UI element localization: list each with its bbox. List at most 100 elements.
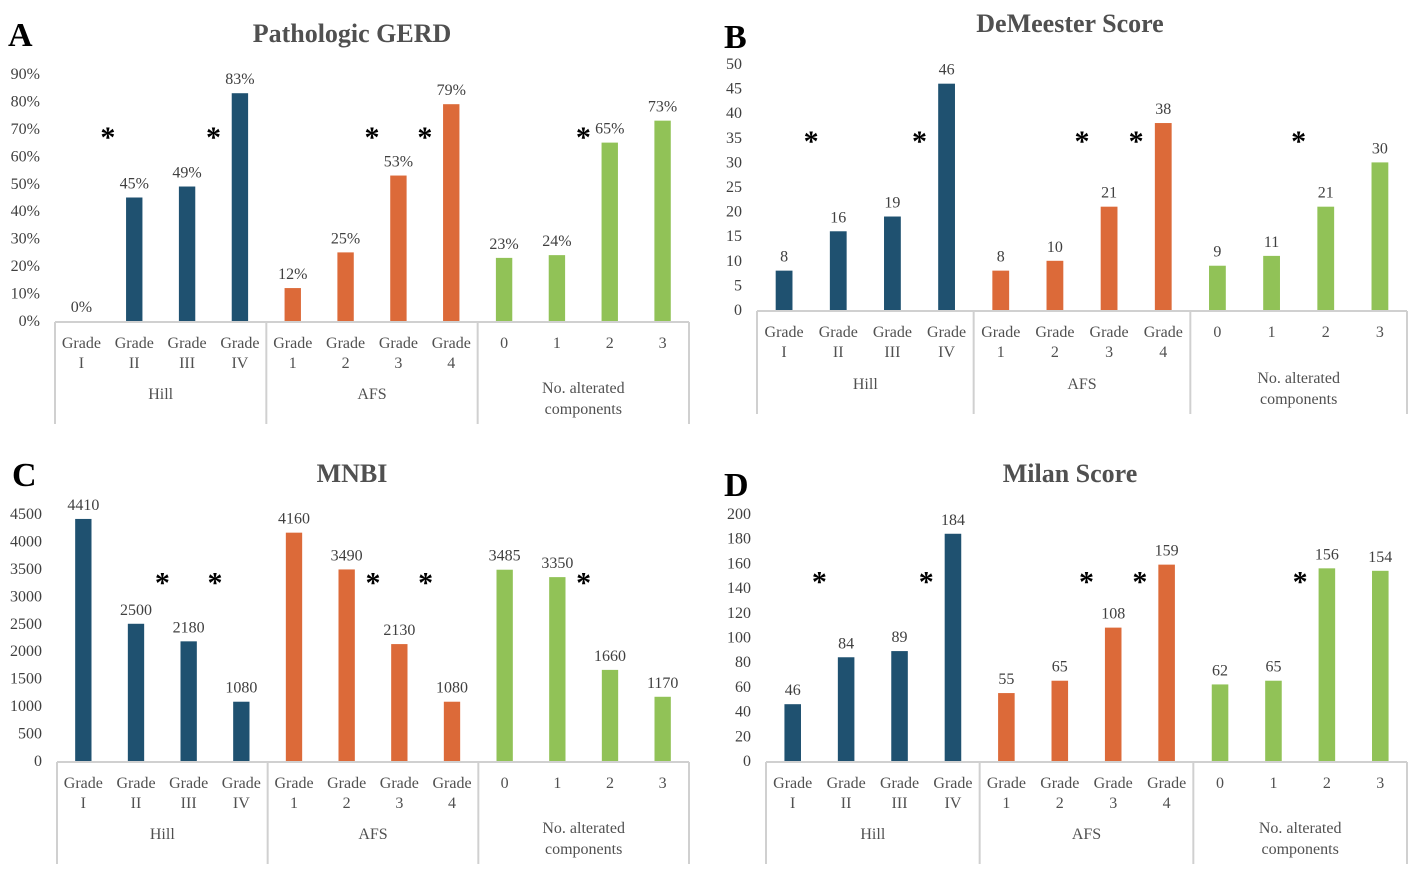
x-category-label: Grade — [62, 335, 101, 352]
significance-marker: * — [912, 125, 927, 158]
x-category-label: Grade — [169, 775, 208, 792]
data-label: 8 — [780, 249, 788, 266]
y-tick-label: 40 — [735, 704, 751, 721]
x-category-label: Grade — [765, 324, 804, 341]
chart-title: MNBI — [317, 459, 388, 488]
bar — [1046, 260, 1064, 310]
bar — [1154, 123, 1172, 310]
x-category-label: 1 — [1002, 795, 1010, 812]
bar — [1158, 564, 1175, 761]
bar — [1372, 570, 1389, 761]
y-tick-label: 15 — [726, 228, 742, 245]
data-label: 159 — [1155, 543, 1179, 560]
x-category-label: Grade — [432, 775, 471, 792]
x-category-label: Grade — [380, 775, 419, 792]
data-label: 84 — [838, 635, 854, 652]
x-group-label: No. alterated — [542, 820, 625, 837]
data-label: 65% — [595, 121, 624, 138]
bar — [784, 704, 801, 761]
x-group-label: components — [1262, 841, 1339, 858]
x-category-label: 4 — [1159, 344, 1167, 361]
x-category-label: 3 — [394, 355, 402, 372]
data-label: 49% — [172, 165, 201, 182]
x-category-label: 0 — [500, 335, 508, 352]
x-category-label: Grade — [220, 335, 259, 352]
y-tick-label: 120 — [727, 605, 751, 622]
y-tick-label: 500 — [18, 726, 42, 743]
bar — [390, 175, 407, 321]
significance-marker: * — [366, 566, 381, 599]
data-label: 19 — [884, 195, 900, 212]
bar — [127, 623, 145, 761]
data-label: 21 — [1318, 185, 1334, 202]
x-category-label: 3 — [1105, 344, 1113, 361]
x-category-label: Grade — [819, 324, 858, 341]
y-tick-label: 20% — [11, 258, 40, 275]
bar — [549, 577, 566, 761]
data-label: 65 — [1265, 659, 1281, 676]
x-category-label: Grade — [1147, 775, 1186, 792]
bar — [891, 651, 908, 761]
x-group-label: components — [1260, 391, 1337, 408]
x-category-label: 1 — [290, 795, 298, 812]
significance-marker: * — [1293, 565, 1308, 598]
x-category-label: II — [841, 795, 852, 812]
bar — [443, 104, 460, 321]
x-category-label: II — [131, 795, 142, 812]
x-group-label: No. alterated — [1257, 370, 1340, 387]
data-label: 46 — [785, 682, 801, 699]
data-label: 45% — [120, 176, 149, 193]
bar — [233, 701, 250, 761]
data-label: 24% — [542, 233, 571, 250]
bar — [1209, 265, 1226, 310]
chart-panel-c: C MNBI 0 500 1000 1500 2000 2500 3000 3500 4000 450… — [10, 457, 690, 864]
bar — [654, 120, 671, 322]
x-category-label: 3 — [659, 775, 667, 792]
x-group-label: No. alterated — [542, 380, 625, 397]
x-category-label: I — [781, 344, 786, 361]
data-label: 2130 — [383, 622, 415, 639]
data-label: 12% — [278, 266, 307, 283]
chart-title: DeMeester Score — [976, 9, 1163, 38]
data-label: 184 — [941, 512, 965, 529]
y-tick-label: 3500 — [10, 561, 42, 578]
bar — [998, 693, 1015, 761]
significance-marker: * — [1075, 125, 1090, 158]
x-category-label: Grade — [222, 775, 261, 792]
x-category-label: 4 — [448, 795, 456, 812]
bar — [178, 186, 196, 321]
data-label: 4410 — [67, 497, 99, 514]
x-category-label: IV — [231, 355, 248, 372]
y-tick-label: 90% — [11, 66, 40, 83]
x-group-label: AFS — [1067, 376, 1096, 393]
x-category-label: Grade — [64, 775, 103, 792]
data-label: 1080 — [436, 680, 468, 697]
x-category-label: 3 — [659, 335, 667, 352]
x-category-label: Grade — [880, 775, 919, 792]
x-category-label: Grade — [1094, 775, 1133, 792]
bar — [231, 93, 249, 321]
data-label: 23% — [489, 236, 518, 253]
x-category-label: I — [790, 795, 795, 812]
y-tick-label: 30% — [11, 231, 40, 248]
data-label: 1660 — [594, 648, 626, 665]
x-category-label: III — [181, 795, 197, 812]
significance-marker: * — [1291, 125, 1306, 158]
significance-marker: * — [1079, 565, 1094, 598]
x-category-label: Grade — [873, 324, 912, 341]
data-label: 0% — [71, 299, 92, 316]
significance-marker: * — [804, 125, 819, 158]
x-category-label: 2 — [606, 775, 614, 792]
x-category-label: 2 — [343, 795, 351, 812]
x-category-label: IV — [233, 795, 250, 812]
x-category-label: 1 — [553, 775, 561, 792]
x-category-label: 2 — [1322, 324, 1330, 341]
bar — [775, 270, 793, 310]
x-category-label: Grade — [168, 335, 207, 352]
data-label: 11 — [1264, 234, 1279, 251]
bar — [1104, 627, 1122, 761]
x-category-label: IV — [945, 795, 962, 812]
x-category-label: 2 — [1323, 775, 1331, 792]
bar — [1051, 680, 1069, 761]
x-group-label: Hill — [148, 386, 173, 403]
